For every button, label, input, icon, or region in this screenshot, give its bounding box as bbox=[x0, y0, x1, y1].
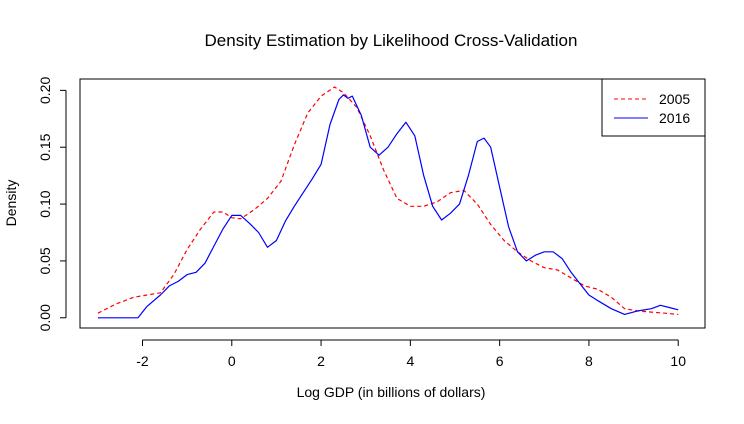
x-tick-label: 8 bbox=[585, 353, 593, 369]
y-tick-label: 0.10 bbox=[37, 190, 53, 217]
legend: 2005 2016 bbox=[601, 78, 706, 137]
y-tick-label: 0.20 bbox=[37, 77, 53, 104]
y-tick-label: 0.15 bbox=[37, 133, 53, 160]
y-tick-label: 0.05 bbox=[37, 247, 53, 274]
y-tick-label: 0.00 bbox=[37, 304, 53, 331]
x-tick-label: 4 bbox=[406, 353, 414, 369]
legend-label-2005: 2005 bbox=[659, 91, 690, 107]
x-axis: -2 0 2 4 6 8 10 bbox=[136, 339, 686, 369]
series-line-2005 bbox=[97, 86, 679, 315]
x-tick-label: -2 bbox=[136, 353, 149, 369]
series-line-2016 bbox=[97, 94, 679, 319]
x-tick-label: 2 bbox=[317, 353, 325, 369]
legend-box bbox=[601, 78, 706, 137]
x-tick-label: 0 bbox=[228, 353, 236, 369]
y-axis-label: Density bbox=[3, 180, 19, 227]
legend-label-2016: 2016 bbox=[659, 110, 690, 126]
plot-frame bbox=[79, 78, 706, 329]
series-layer bbox=[97, 86, 679, 319]
y-axis: 0.00 0.05 0.10 0.15 0.20 bbox=[37, 77, 67, 331]
chart-title: Density Estimation by Likelihood Cross-V… bbox=[205, 31, 578, 50]
x-tick-label: 10 bbox=[670, 353, 686, 369]
x-axis-label: Log GDP (in billions of dollars) bbox=[297, 384, 486, 400]
x-tick-label: 6 bbox=[496, 353, 504, 369]
